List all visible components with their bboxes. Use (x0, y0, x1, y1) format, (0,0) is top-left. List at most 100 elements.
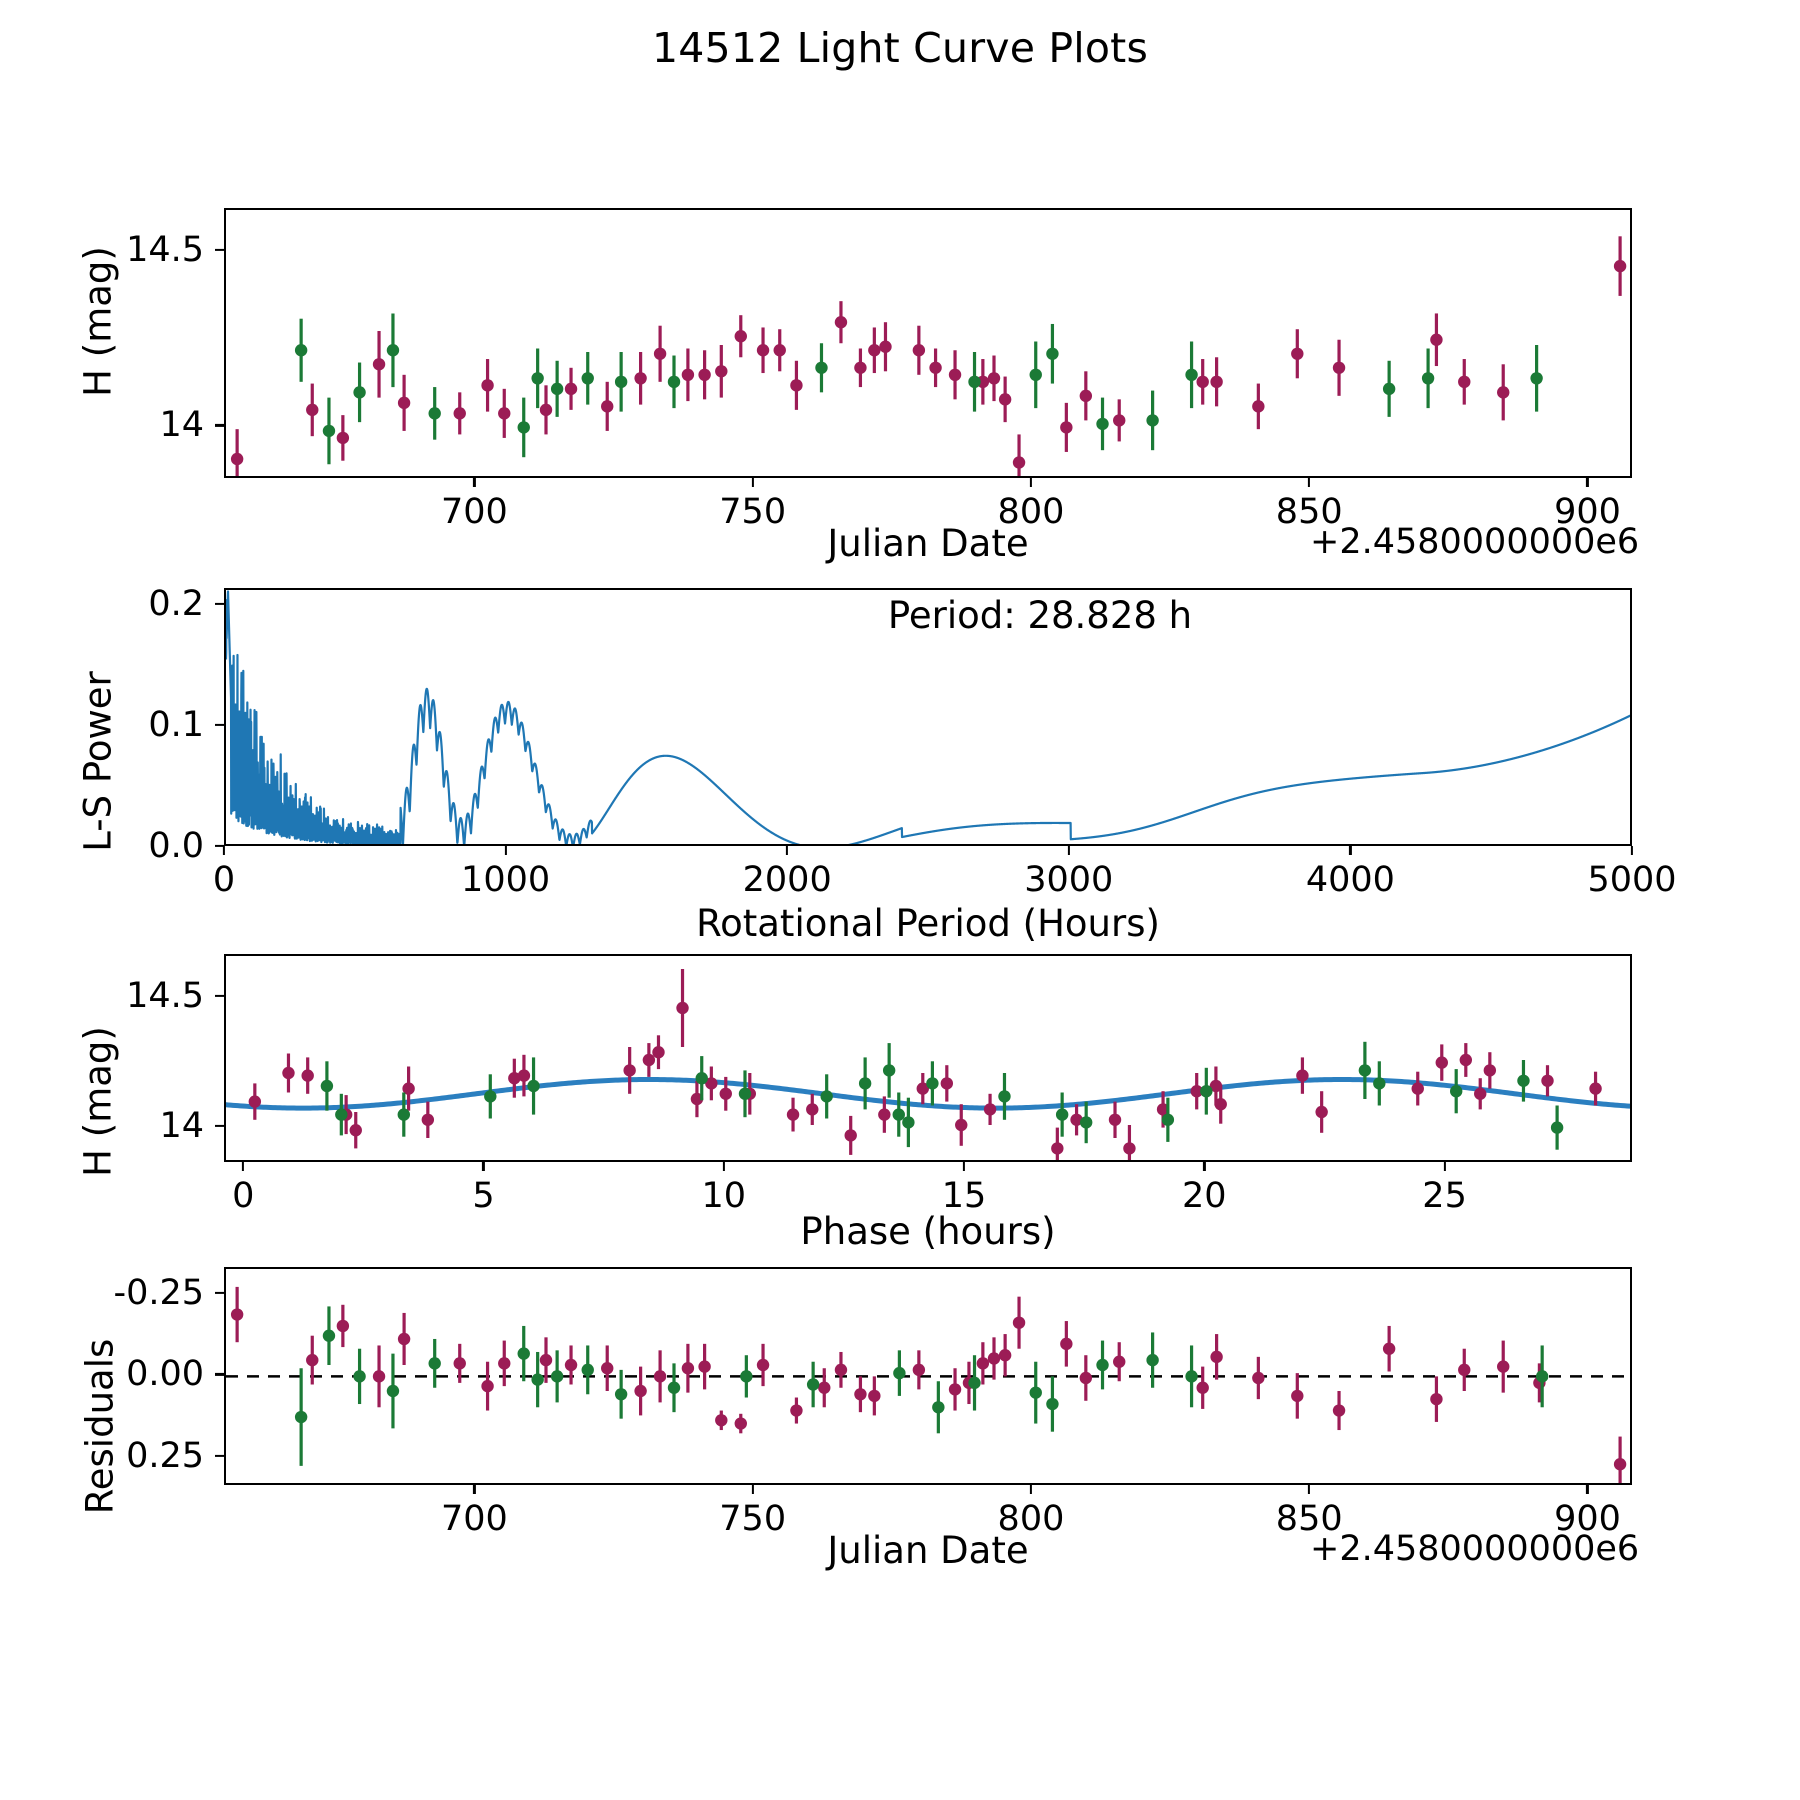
data-point (498, 1357, 511, 1370)
data-point (1108, 1113, 1122, 1126)
data-point (1252, 400, 1265, 413)
data-point (1123, 1142, 1136, 1155)
period-annotation: Period: 28.828 h (887, 594, 1193, 637)
data-point (1373, 1077, 1386, 1090)
data-point (581, 1363, 594, 1377)
y-tick-mark (215, 1454, 224, 1457)
data-point (858, 1077, 872, 1090)
x-tick-label: 0 (232, 1176, 255, 1216)
x-tick-mark (1443, 1162, 1446, 1171)
panel1-xlabel: Julian Date (827, 522, 1029, 565)
data-point (834, 316, 848, 329)
data-point (740, 1370, 753, 1383)
data-point (294, 344, 308, 357)
x-tick-label: 750 (719, 1499, 787, 1539)
data-point (230, 452, 244, 466)
data-point (1497, 1360, 1510, 1373)
data-point (614, 375, 628, 389)
data-point (1046, 347, 1059, 360)
data-point (834, 1363, 848, 1377)
data-point (623, 1064, 636, 1077)
x-tick-mark (1349, 846, 1352, 855)
data-point (386, 1384, 400, 1398)
y-tick-label: 14.5 (126, 975, 204, 1016)
data-point (806, 1103, 819, 1116)
x-tick-mark (1308, 1485, 1311, 1494)
panel4-xlabel: Julian Date (827, 1529, 1029, 1572)
data-point (667, 375, 681, 389)
data-point (1146, 1353, 1159, 1367)
data-point (564, 1358, 578, 1372)
data-point (614, 1388, 628, 1401)
data-point (397, 396, 411, 410)
data-point (517, 1069, 531, 1082)
data-point (1079, 1116, 1093, 1129)
data-point (854, 1388, 867, 1401)
periodogram-curve (226, 590, 1630, 844)
data-point (987, 372, 1001, 385)
data-point (1196, 375, 1209, 389)
data-point (652, 1046, 665, 1059)
data-point (386, 344, 400, 357)
panel2-axes (224, 588, 1632, 846)
x-tick-mark (1067, 846, 1070, 855)
data-point (1291, 1389, 1304, 1403)
data-point (1012, 456, 1026, 469)
data-point (517, 421, 530, 434)
data-point (1046, 1397, 1059, 1411)
data-point (653, 347, 667, 360)
data-point (1196, 1381, 1209, 1394)
data-point (428, 407, 441, 420)
x-tick-label: 15 (941, 1176, 987, 1216)
y-tick-label: 0.0 (148, 826, 204, 866)
data-point (301, 1069, 314, 1082)
data-point (1079, 389, 1093, 403)
y-tick-label: -0.25 (113, 1273, 204, 1314)
y-tick-mark (215, 844, 224, 848)
data-point (1190, 1085, 1203, 1098)
data-point (428, 1357, 441, 1370)
data-point (932, 1401, 945, 1414)
data-point (912, 344, 926, 357)
data-point (882, 1064, 896, 1077)
x-tick-mark (473, 478, 476, 487)
data-point (902, 1116, 915, 1129)
data-point (844, 1129, 857, 1142)
data-point (987, 1352, 1001, 1365)
panel-periodogram: L-S Power 0 1000 2000 3000 4000 5000 0.0 0.1 0.2… (0, 560, 1800, 945)
x-tick-label: 800 (997, 1499, 1065, 1539)
data-point (790, 1404, 803, 1417)
data-point (695, 1072, 708, 1085)
data-point (397, 1332, 411, 1346)
data-point (756, 1358, 770, 1372)
data-point (1613, 259, 1627, 273)
y-tick-label: 0.1 (148, 704, 204, 745)
data-point (421, 1113, 435, 1126)
x-tick-mark (1029, 478, 1033, 487)
data-point (1012, 1316, 1026, 1329)
data-point (1332, 361, 1346, 374)
data-point (681, 368, 695, 382)
data-point (878, 1108, 891, 1121)
x-tick-mark (1630, 846, 1634, 855)
data-point (820, 1090, 833, 1103)
data-point (690, 1092, 704, 1106)
data-point (734, 330, 747, 343)
x-tick-mark (1029, 1485, 1033, 1494)
data-point (893, 1366, 906, 1380)
data-point (1060, 1337, 1073, 1351)
x-tick-label: 750 (719, 492, 787, 532)
x-tick-label: 25 (1422, 1176, 1467, 1216)
data-point (282, 1066, 295, 1080)
panel2-xlabel: Rotational Period (Hours) (696, 902, 1160, 945)
data-point (372, 358, 386, 371)
panel3-ylabel: H (mag) (76, 1026, 120, 1177)
data-point (1458, 375, 1471, 389)
data-point (1459, 1053, 1473, 1067)
data-point (715, 365, 728, 378)
data-point (481, 379, 494, 392)
data-point (508, 1072, 521, 1085)
x-tick-label: 800 (997, 492, 1065, 532)
x-tick-label: 0 (212, 860, 236, 900)
x-tick-label: 850 (1275, 1499, 1343, 1539)
